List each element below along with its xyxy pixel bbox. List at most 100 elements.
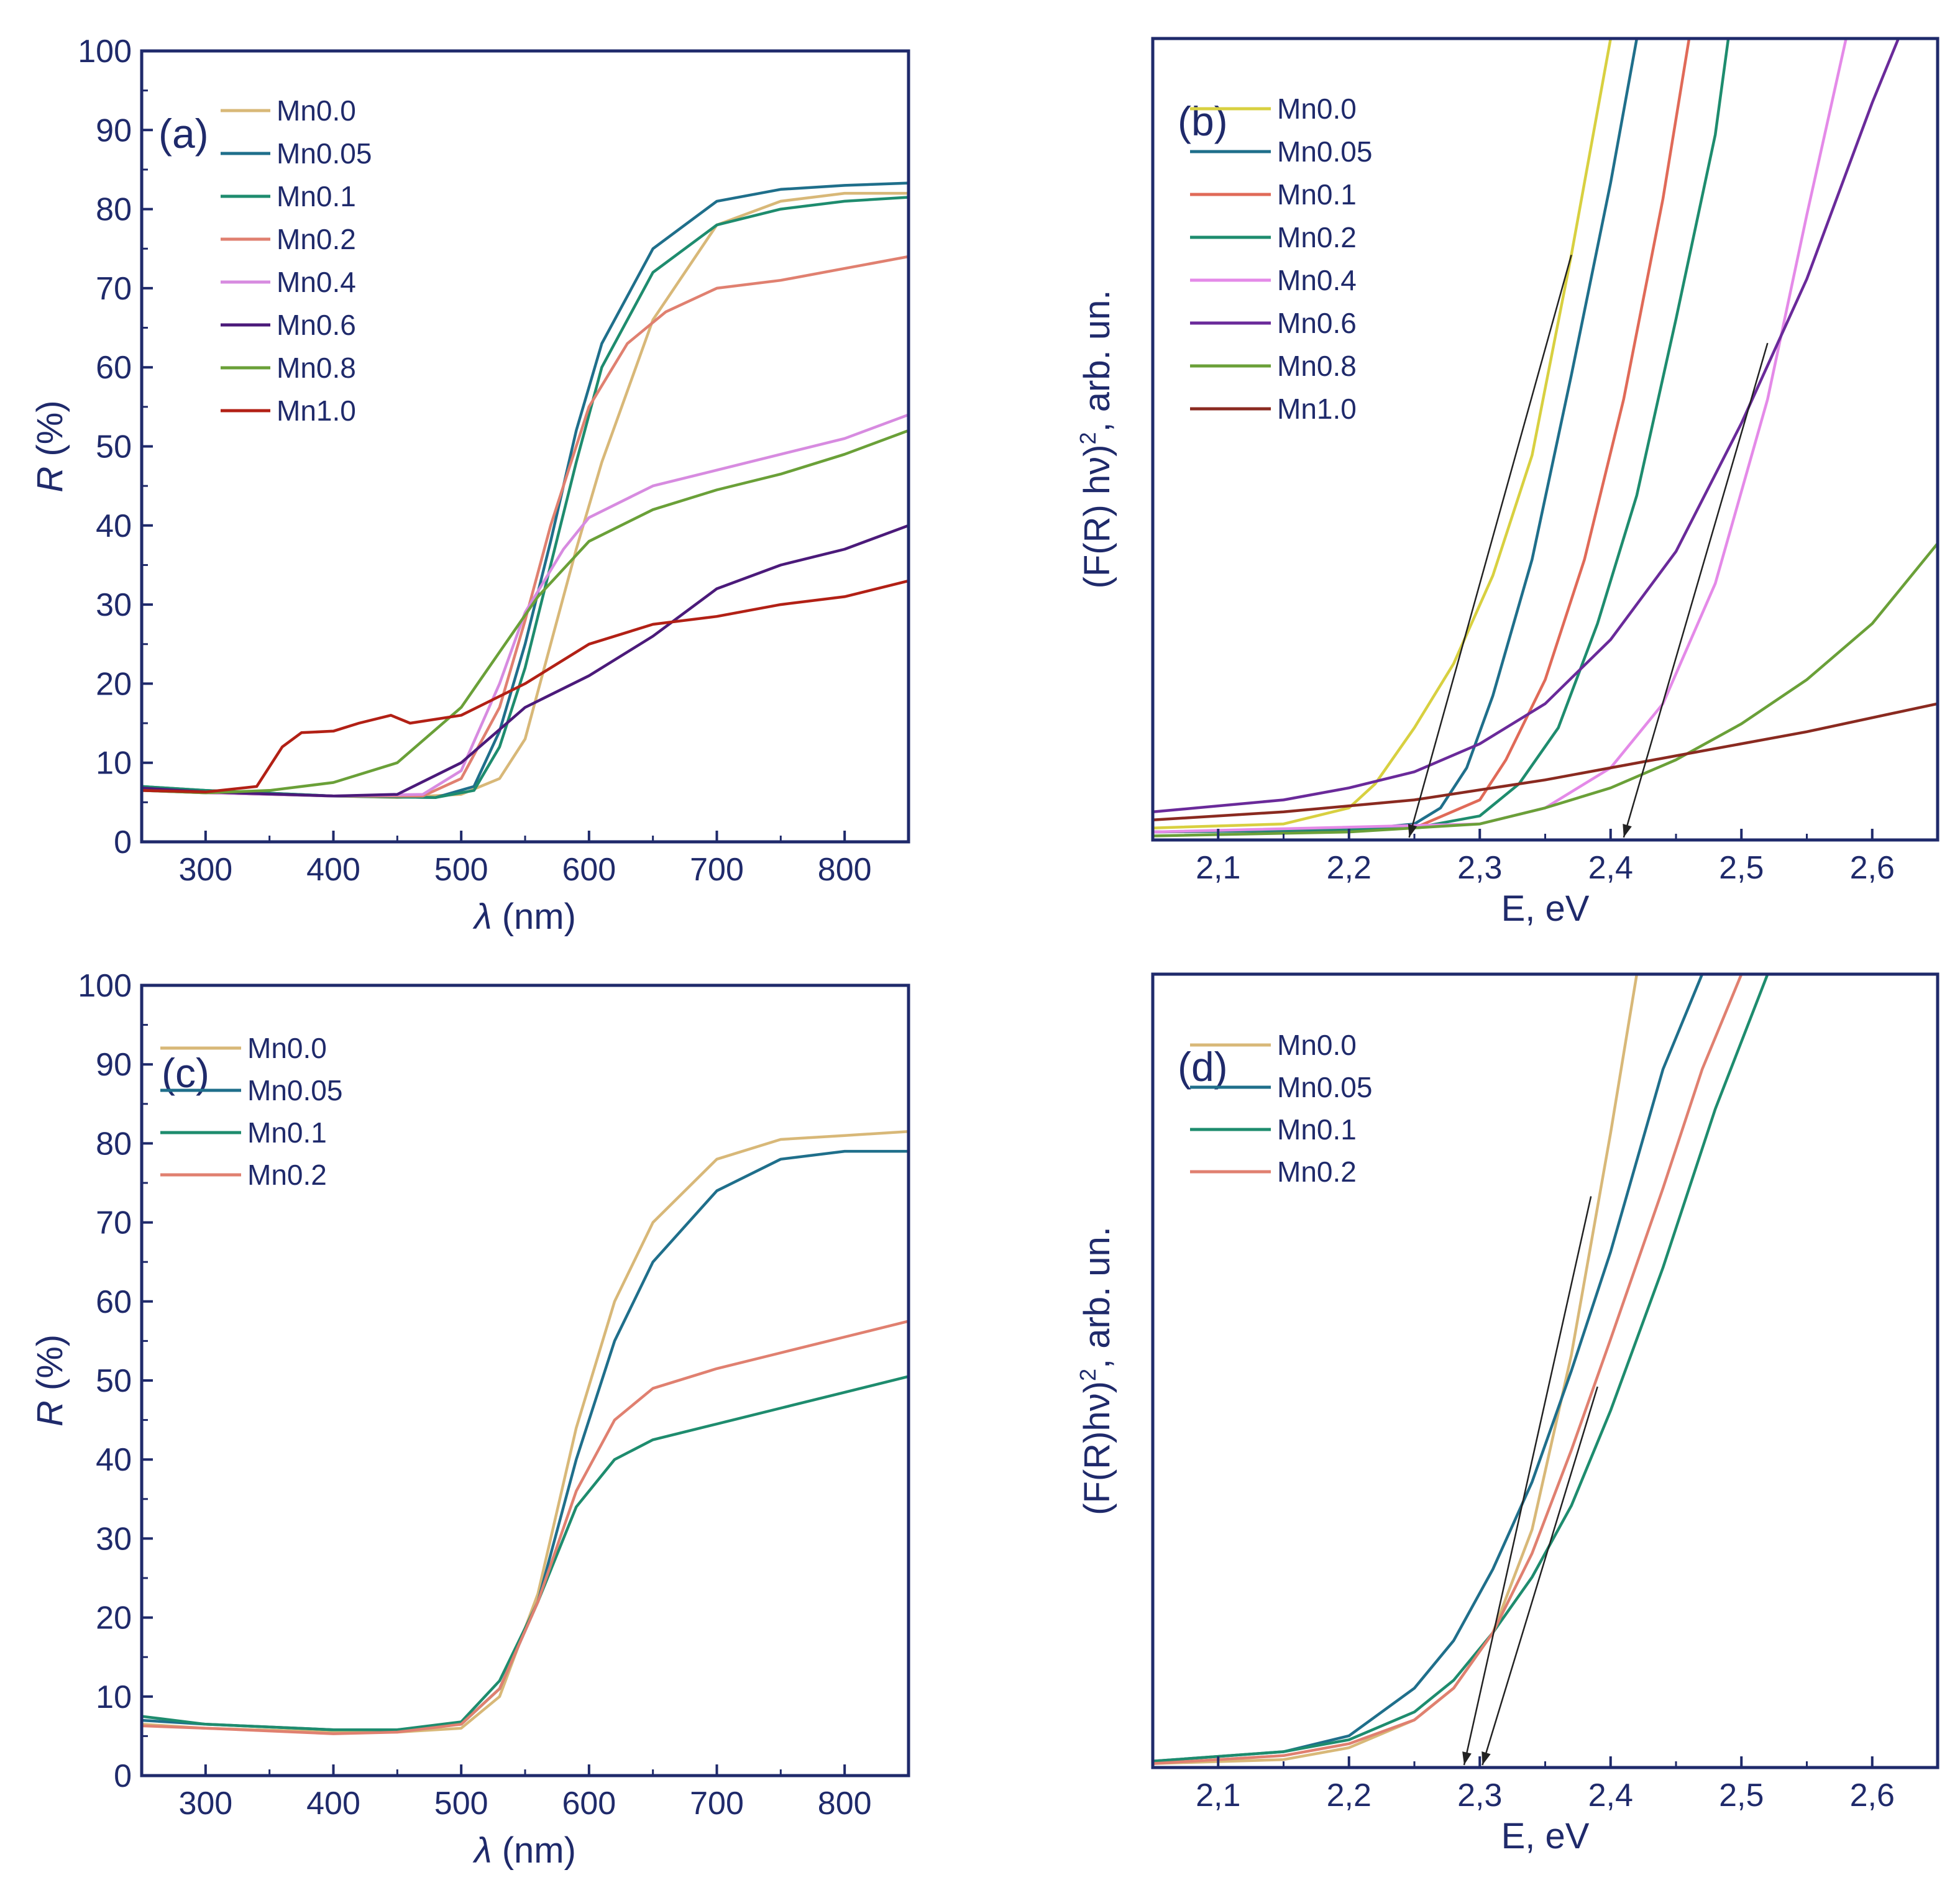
series-group [1153, 39, 1938, 837]
series-line-mn1-0 [1153, 702, 1938, 822]
series-group [142, 181, 909, 799]
x-axis-unit: (nm) [492, 897, 576, 937]
y-axis-title: R (%) [30, 1335, 70, 1426]
y-axis-title: (F(R)hν)2, arb. un. [1075, 1226, 1117, 1515]
x-tick-label: 2,5 [1719, 850, 1764, 886]
plot-frame [1151, 972, 1939, 1769]
panel-label: (a) [158, 111, 209, 157]
tangent-arrow [1408, 254, 1572, 838]
legend: Mn0.0 Mn0.05 Mn0.1 Mn0.2 Mn0.4 Mn0.6 Mn0.8 Mn1.… [1190, 93, 1372, 425]
y-axis-tail: , arb. un. [1077, 1226, 1117, 1369]
series-line-mn0-0 [1153, 39, 1613, 829]
legend-label: Mn0.05 [1277, 135, 1372, 168]
legend: Mn0.0 Mn0.05 Mn0.1 Mn0.2 [1190, 1029, 1372, 1188]
x-tick-label: 2,2 [1327, 850, 1372, 886]
tangent-arrow [1623, 342, 1769, 838]
x-axis-symbol: λ [472, 1830, 492, 1871]
legend-label: Mn0.1 [1277, 178, 1357, 211]
series-line-mn0-05 [1153, 974, 1704, 1763]
x-tick-label: 2,1 [1196, 850, 1240, 886]
legend-label: Mn0.1 [247, 1116, 327, 1149]
y-tick-label: 20 [96, 666, 132, 702]
legend-label: Mn0.6 [1277, 307, 1357, 339]
legend-label: Mn0.0 [247, 1032, 327, 1064]
legend-label: Mn0.05 [247, 1074, 342, 1106]
series-line-mn0-1 [142, 1375, 909, 1731]
legend-label: Mn1.0 [1277, 393, 1357, 425]
x-tick-label: 2,5 [1719, 1777, 1764, 1814]
legend-label: Mn0.1 [1277, 1113, 1357, 1146]
tangent-arrow [1463, 1196, 1592, 1766]
legend-label: Mn0.0 [1277, 1029, 1357, 1061]
y-tick-label: 90 [96, 112, 132, 148]
y-tick-label: 90 [96, 1047, 132, 1083]
x-tick-label: 800 [818, 1786, 872, 1822]
arrow-head [1408, 824, 1417, 837]
y-axis-unit: (%) [30, 1335, 70, 1400]
series-line-mn0-6 [142, 524, 909, 798]
series-line-mn0-05 [142, 181, 909, 799]
x-axis-title: λ (nm) [472, 1830, 576, 1871]
x-tick-label: 300 [178, 852, 232, 888]
legend-label: Mn0.4 [1277, 264, 1357, 296]
plot-frame [140, 49, 910, 844]
legend-label: Mn0.6 [277, 309, 356, 341]
legend-label: Mn0.0 [1277, 93, 1357, 125]
series-line-mn0-8 [1153, 542, 1938, 837]
y-tick-label: 30 [96, 587, 132, 623]
y-axis-title: R (%) [30, 400, 70, 492]
series-line-mn1-0 [142, 579, 909, 794]
x-tick-label: 600 [562, 852, 616, 888]
y-tick-label: 70 [96, 1205, 132, 1241]
y-tick-label: 30 [96, 1521, 132, 1557]
series-line-mn0-2 [1153, 974, 1743, 1765]
legend-label: Mn0.8 [1277, 350, 1357, 382]
y-tick-label: 10 [96, 1679, 132, 1715]
chart-panel-4: 2,1 2,2 2,3 2,4 2,5 2,6 E, eV (F(R)hν)2, arb. u… [1075, 972, 1939, 1856]
x-tick-label: 2,3 [1457, 1777, 1502, 1814]
x-tick-label: 500 [434, 1786, 488, 1822]
x-tick-label: 2,6 [1850, 1777, 1895, 1814]
x-tick-label: 600 [562, 1786, 616, 1822]
legend: Mn0.0 Mn0.05 Mn0.1 Mn0.2 [160, 1032, 342, 1191]
x-tick-label: 2,4 [1588, 1777, 1633, 1814]
x-tick-label: 700 [690, 1786, 744, 1822]
y-tick-label: 60 [96, 350, 132, 386]
x-tick-label: 500 [434, 852, 488, 888]
y-tick-label: 100 [78, 34, 132, 70]
panel-label: (c) [162, 1050, 209, 1096]
y-tick-label: 50 [96, 429, 132, 465]
tangent-arrow [1481, 1386, 1598, 1766]
y-tick-label: 70 [96, 271, 132, 307]
y-tick-label: 40 [96, 508, 132, 544]
x-axis-title: E, eV [1501, 888, 1590, 929]
x-tick-label: 400 [306, 852, 360, 888]
series-line-mn0-0 [1153, 974, 1639, 1765]
legend-label: Mn0.2 [1277, 221, 1357, 253]
series-line-mn0-2 [142, 1320, 909, 1735]
y-tick-label: 100 [78, 968, 132, 1004]
y-tick-label: 60 [96, 1284, 132, 1320]
x-tick-label: 2,4 [1588, 850, 1633, 886]
y-axis-symbol: R [30, 1400, 70, 1426]
x-tick-label: 2,1 [1196, 1777, 1240, 1814]
y-axis-main: (F(R)hν) [1077, 1381, 1117, 1515]
legend-label: Mn0.2 [1277, 1156, 1357, 1188]
arrow-head [1462, 1751, 1472, 1765]
y-axis-sup: 2 [1075, 1369, 1101, 1381]
panel-label: (d) [1178, 1044, 1228, 1090]
y-axis-unit: (%) [30, 400, 70, 466]
x-axis-title: E, eV [1501, 1816, 1590, 1856]
chart-panel-1: 300 400 500 600 700 800 0 10 20 30 40 50 60 70 80 90 100… [30, 34, 910, 937]
y-tick-label: 0 [114, 824, 132, 860]
series-group [142, 1130, 909, 1735]
x-tick-label: 400 [306, 1786, 360, 1822]
y-axis-tail: , arb. un. [1077, 290, 1117, 432]
y-tick-label: 20 [96, 1600, 132, 1636]
series-line-mn0-6 [1153, 39, 1900, 814]
series-line-mn0-1 [1153, 974, 1769, 1763]
x-tick-label: 800 [818, 852, 872, 888]
x-axis-unit: (nm) [492, 1830, 576, 1871]
chart-panel-2: 2,1 2,2 2,3 2,4 2,5 2,6 E, eV (F(R) hν)2, arb. … [1075, 37, 1939, 929]
